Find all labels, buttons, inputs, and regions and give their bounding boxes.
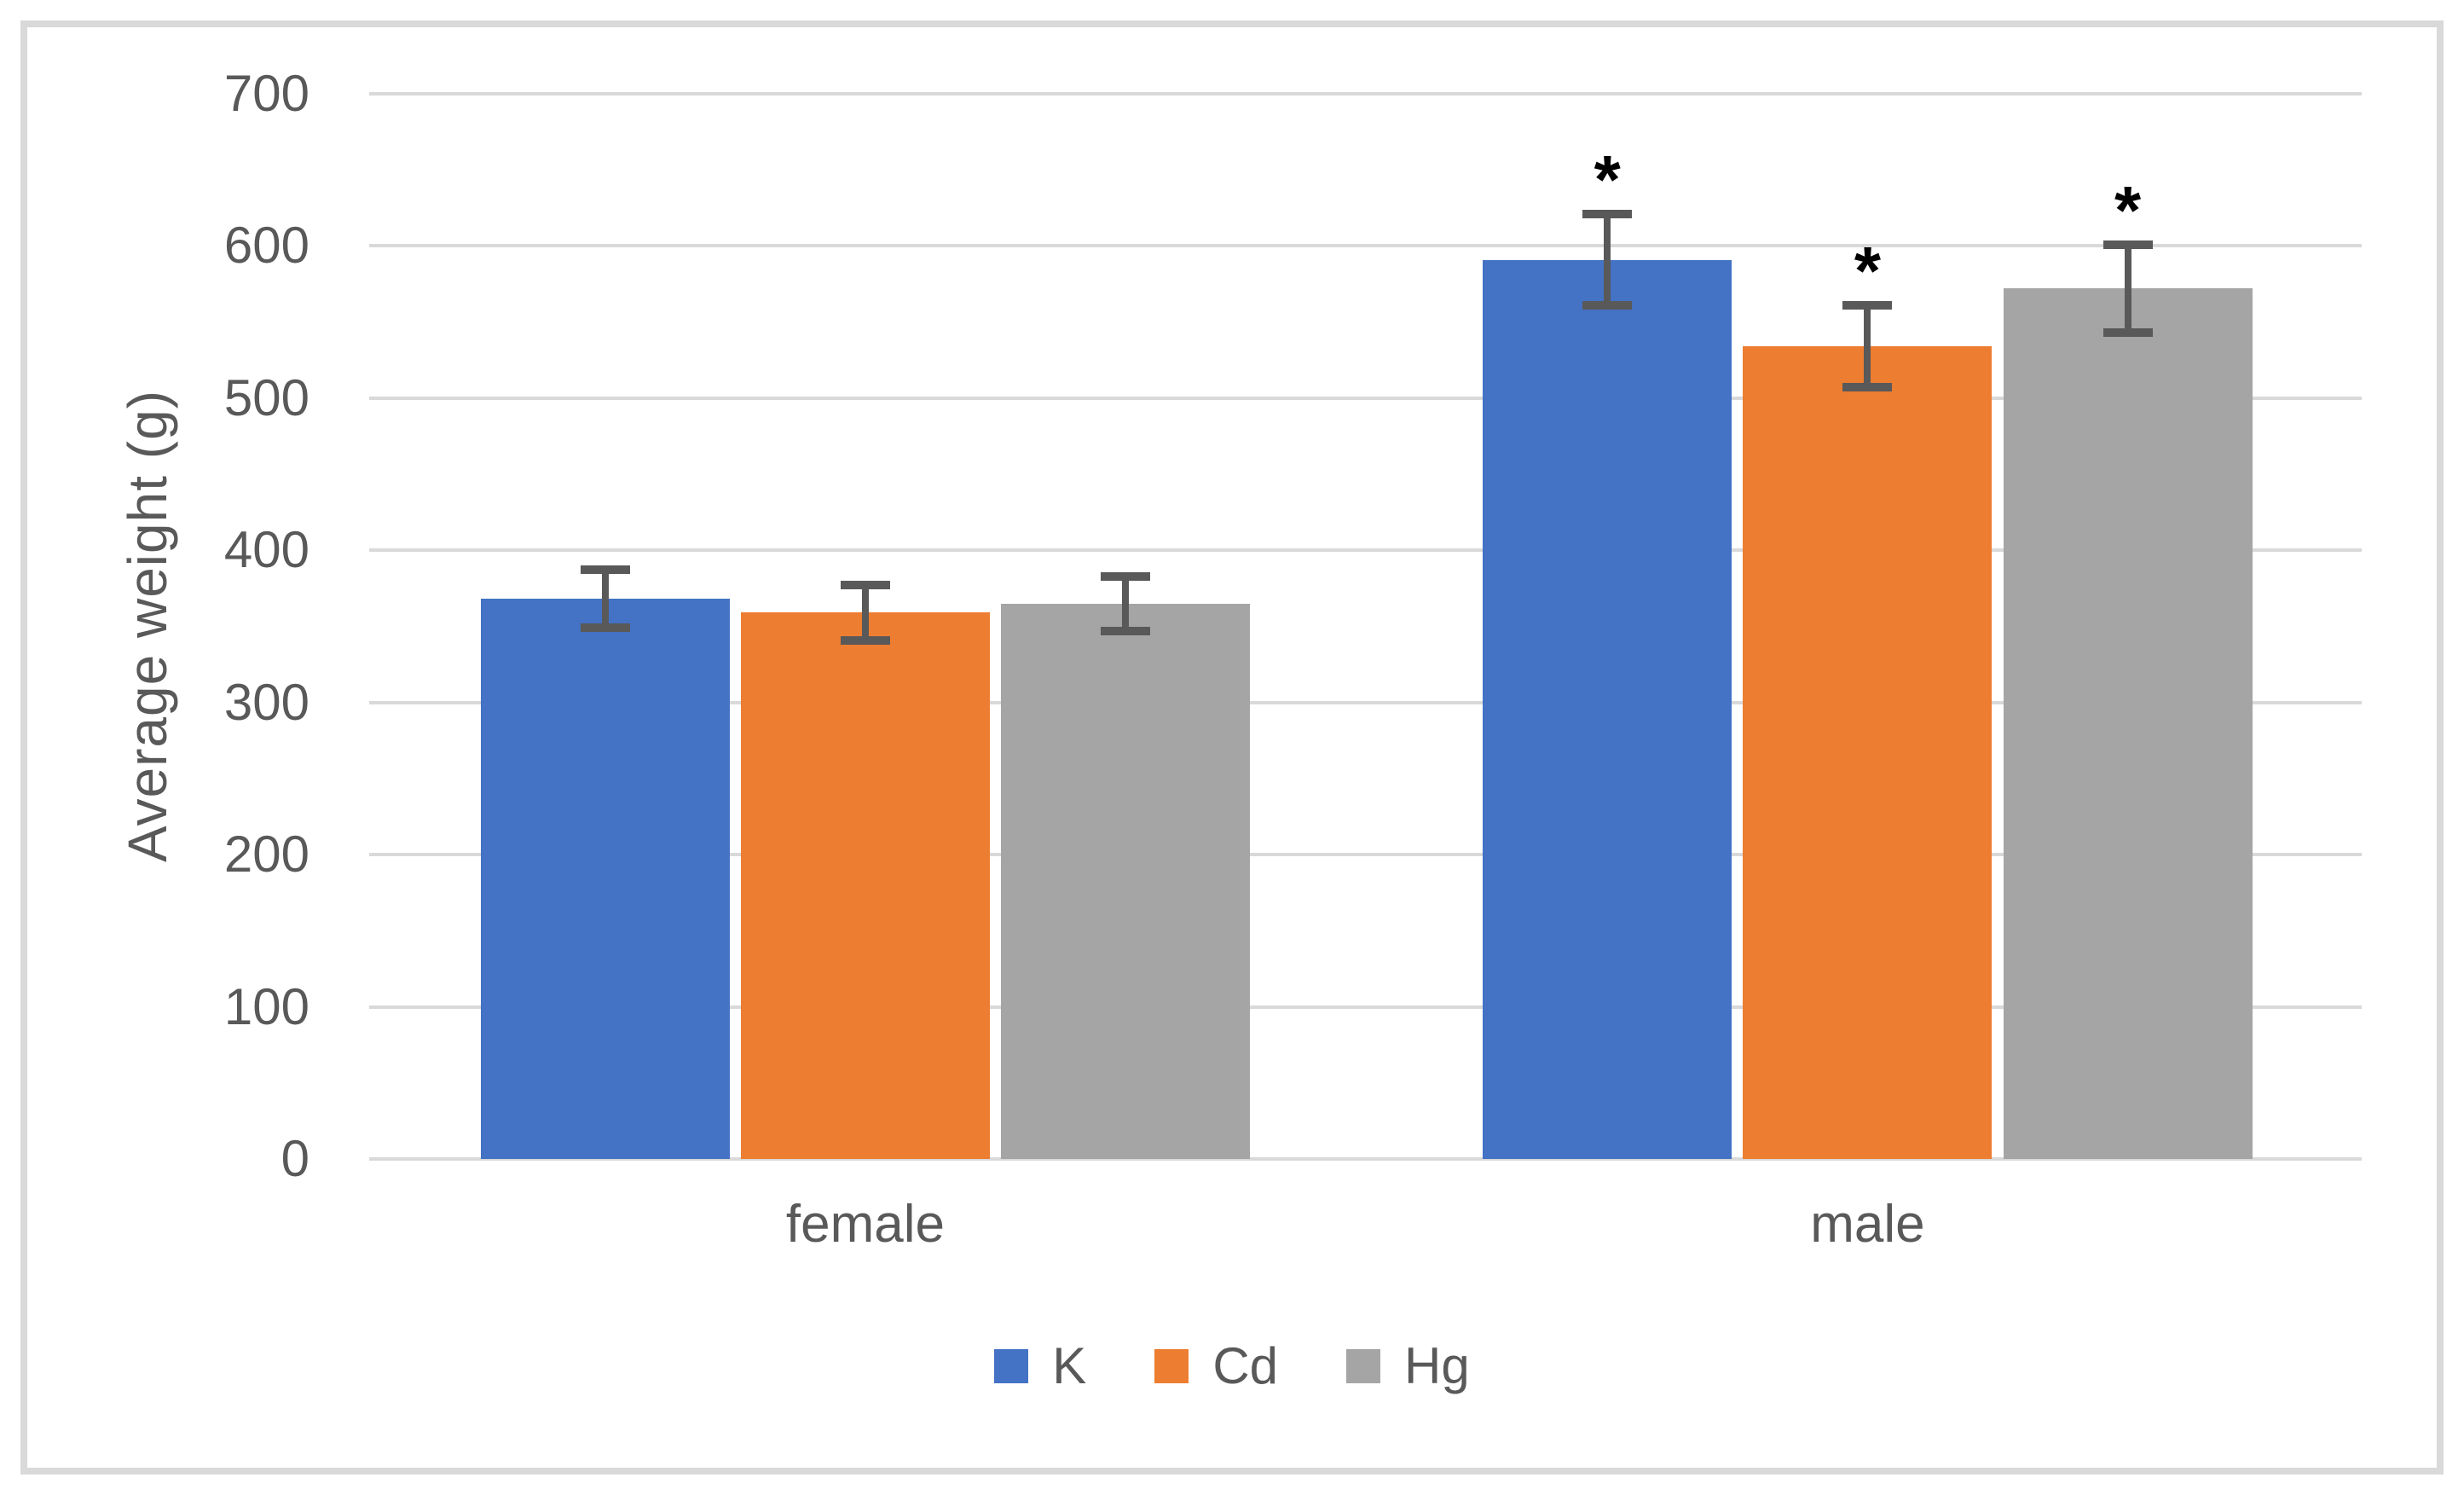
error-cap-top-female-hg [1101, 571, 1151, 581]
legend-marker-k-icon [994, 1349, 1029, 1383]
error-cap-bottom-male-cd [1842, 383, 1893, 392]
significance-marker-male-cd: * [1854, 233, 1881, 310]
legend: K Cd Hg [0, 1341, 2464, 1392]
error-bar-male-k [1604, 213, 1611, 305]
gridline-100 [369, 1005, 2362, 1009]
error-cap-bottom-male-k [1582, 301, 1633, 310]
error-cap-top-male-k [1582, 209, 1633, 218]
bar-female-k [480, 599, 730, 1159]
y-tick-label-500: 500 [223, 368, 309, 426]
legend-label-cd: Cd [1212, 1337, 1279, 1394]
error-cap-bottom-female-hg [1101, 626, 1151, 635]
error-cap-bottom-female-k [580, 623, 630, 633]
gridline-300 [369, 700, 2362, 704]
legend-marker-cd-icon [1154, 1349, 1189, 1383]
bar-male-hg [2003, 288, 2253, 1159]
bar-male-k [1483, 259, 1732, 1159]
y-tick-label-300: 300 [223, 673, 309, 731]
legend-item-hg: Hg [1346, 1341, 1470, 1392]
error-cap-top-male-hg [2102, 240, 2153, 249]
bar-female-cd [740, 612, 990, 1159]
y-tick-label-700: 700 [223, 65, 309, 122]
error-cap-top-female-k [580, 565, 630, 575]
bar-male-cd [1743, 346, 1993, 1159]
y-tick-label-400: 400 [223, 521, 309, 579]
legend-item-k: K [994, 1341, 1086, 1392]
category-label-male: male [1810, 1195, 1925, 1254]
significance-marker-male-k: * [1594, 141, 1621, 217]
y-tick-label-100: 100 [223, 977, 309, 1035]
error-cap-bottom-male-hg [2102, 328, 2153, 338]
legend-label-k: K [1052, 1337, 1087, 1394]
error-cap-bottom-female-cd [840, 635, 890, 645]
legend-marker-hg-icon [1346, 1349, 1381, 1383]
gridline-500 [369, 396, 2362, 400]
y-tick-label-200: 200 [223, 826, 309, 884]
legend-item-cd: Cd [1154, 1341, 1278, 1392]
gridline-600 [369, 244, 2362, 248]
plot-area: female male 0 100 200 300 400 500 600 700 * * * [224, 68, 2362, 1251]
error-cap-top-male-cd [1842, 301, 1893, 310]
error-cap-top-female-cd [840, 581, 890, 590]
error-bar-female-cd [861, 585, 869, 640]
error-bar-male-hg [2124, 244, 2131, 333]
gridline-200 [369, 853, 2362, 857]
y-tick-label-0: 0 [281, 1130, 309, 1187]
gridline-400 [369, 548, 2362, 553]
gridline-700 [369, 92, 2362, 96]
bar-female-hg [1001, 603, 1251, 1159]
significance-marker-male-hg: * [2114, 171, 2142, 248]
y-axis-title: Average weight (g) [117, 390, 178, 862]
y-tick-label-600: 600 [223, 217, 309, 275]
legend-label-hg: Hg [1404, 1337, 1470, 1394]
category-label-female: female [785, 1195, 945, 1254]
error-bar-male-cd [1864, 305, 1871, 388]
error-bar-female-k [601, 570, 609, 629]
error-bar-female-hg [1122, 576, 1130, 631]
x-axis-line [369, 1157, 2362, 1161]
